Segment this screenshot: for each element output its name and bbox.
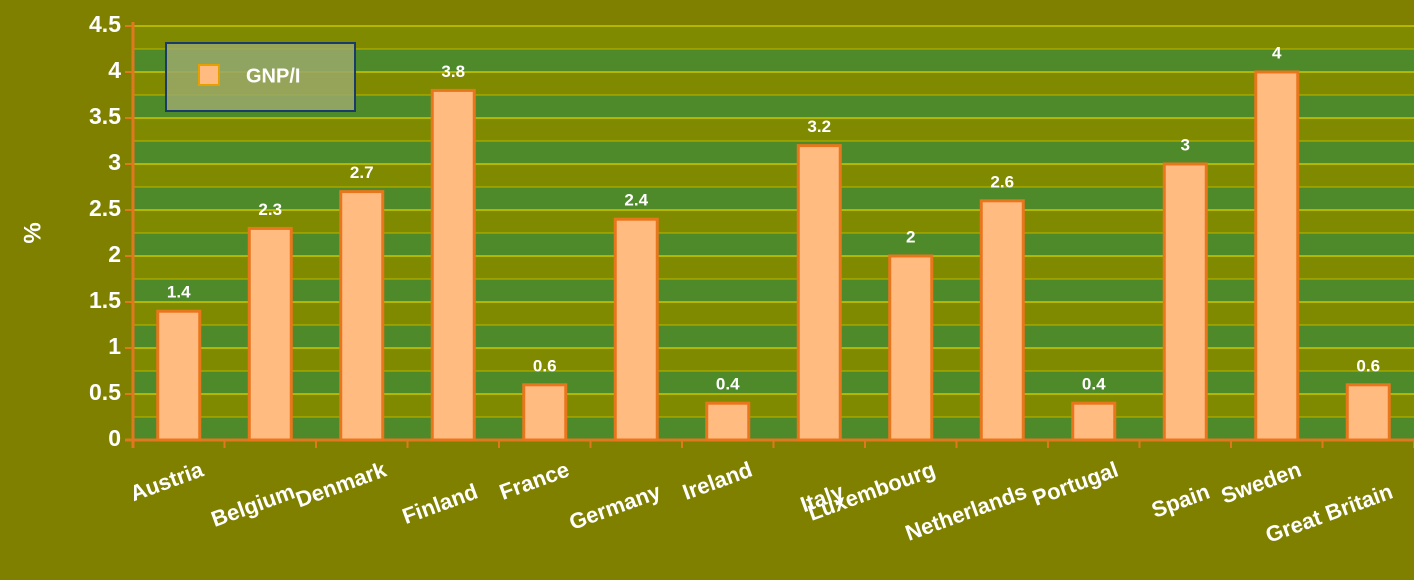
x-tick-label: Sweden: [1218, 457, 1305, 509]
value-label: 2.6: [990, 172, 1014, 191]
bar: [1345, 383, 1391, 442]
legend-box: [165, 42, 356, 112]
y-tick-label: 3.5: [89, 103, 121, 129]
value-label: 0.6: [1356, 356, 1380, 375]
bar: [979, 199, 1025, 442]
stripe: [133, 141, 1414, 164]
legend: GNP/I: [165, 42, 356, 112]
value-label: 4: [1272, 43, 1282, 62]
x-tick-label: Belgium: [208, 479, 298, 532]
value-label: 2.3: [258, 200, 282, 219]
value-label: 2.7: [350, 163, 374, 182]
y-tick-label: 4: [108, 57, 121, 83]
value-label: 3: [1181, 135, 1190, 154]
legend-marker: [198, 64, 220, 86]
y-tick-label: 1.5: [89, 287, 121, 313]
y-tick-label: 4.5: [89, 11, 121, 37]
bar: [247, 226, 293, 442]
stripe: [133, 325, 1414, 348]
x-tick-label: Denmark: [292, 456, 390, 512]
legend-label: GNP/I: [246, 65, 300, 87]
value-label: 2.4: [624, 191, 648, 210]
y-tick-label: 0: [108, 425, 121, 451]
bar: [888, 254, 934, 442]
bar: [705, 401, 751, 442]
y-tick-label: 2: [108, 241, 121, 267]
y-tick-label: 2.5: [89, 195, 121, 221]
bar: [339, 190, 385, 442]
y-axis-label: %: [19, 222, 46, 243]
bar: [156, 309, 202, 442]
x-tick-label: Germany: [566, 478, 665, 534]
value-label: 3.2: [807, 117, 831, 136]
y-tick-label: 3: [108, 149, 121, 175]
value-label: 0.4: [1082, 375, 1106, 394]
y-tick-label: 0.5: [89, 379, 121, 405]
bar: [796, 144, 842, 442]
x-tick-label: Finland: [399, 479, 481, 529]
x-tick-label: Netherlands: [902, 479, 1030, 546]
bar: [430, 88, 476, 442]
stripe: [133, 279, 1414, 302]
stripe: [133, 49, 1414, 72]
bar: [1254, 70, 1300, 442]
x-tick-label: France: [496, 457, 572, 505]
value-label: 3.8: [441, 62, 465, 81]
x-tick-label: Ireland: [679, 457, 755, 505]
x-tick-label: Austria: [127, 456, 207, 506]
value-label: 0.6: [533, 356, 557, 375]
value-label: 2: [906, 227, 915, 246]
bar: [1071, 401, 1117, 442]
bar: [1162, 162, 1208, 442]
x-tick-label: Spain: [1148, 479, 1213, 523]
stripe: [133, 371, 1414, 394]
stripe: [133, 187, 1414, 210]
value-label: 1.4: [167, 283, 191, 302]
value-label: 0.4: [716, 375, 740, 394]
x-tick-label: Great Britain: [1262, 479, 1396, 548]
stripe: [133, 233, 1414, 256]
x-tick-label: Portugal: [1029, 457, 1121, 511]
y-tick-label: 1: [108, 333, 121, 359]
bar: [522, 383, 568, 442]
stripe: [133, 417, 1414, 440]
bar: [613, 217, 659, 442]
